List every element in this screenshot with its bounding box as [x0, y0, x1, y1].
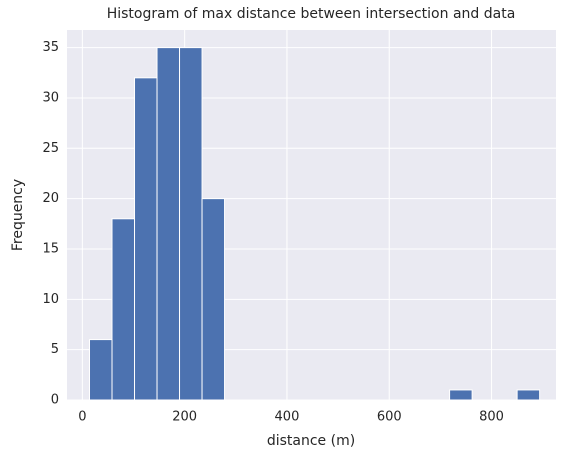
- y-tick-label: 0: [51, 393, 59, 408]
- x-tick-label: 200: [172, 410, 197, 425]
- x-tick-label: 400: [275, 410, 300, 425]
- y-tick-label: 15: [42, 241, 59, 256]
- y-tick-label: 35: [42, 40, 59, 55]
- y-tick-label: 25: [42, 141, 59, 156]
- bar: [111, 218, 136, 401]
- chart-title: Histogram of max distance between inters…: [107, 6, 516, 22]
- bar: [201, 198, 226, 401]
- bar: [156, 47, 181, 401]
- x-tick-label: 600: [377, 410, 402, 425]
- bar: [449, 389, 473, 401]
- bar: [134, 77, 158, 401]
- x-tick-label: 0: [78, 410, 86, 425]
- bar: [89, 339, 113, 401]
- y-tick-label: 10: [42, 292, 59, 307]
- bar: [179, 47, 203, 401]
- x-axis-label: distance (m): [267, 433, 355, 449]
- bar: [516, 389, 541, 401]
- y-axis-label: Frequency: [10, 179, 26, 251]
- y-tick-label: 5: [51, 342, 59, 357]
- y-tick-label: 30: [42, 90, 59, 105]
- x-tick-label: 800: [479, 410, 504, 425]
- y-tick-label: 20: [42, 191, 59, 206]
